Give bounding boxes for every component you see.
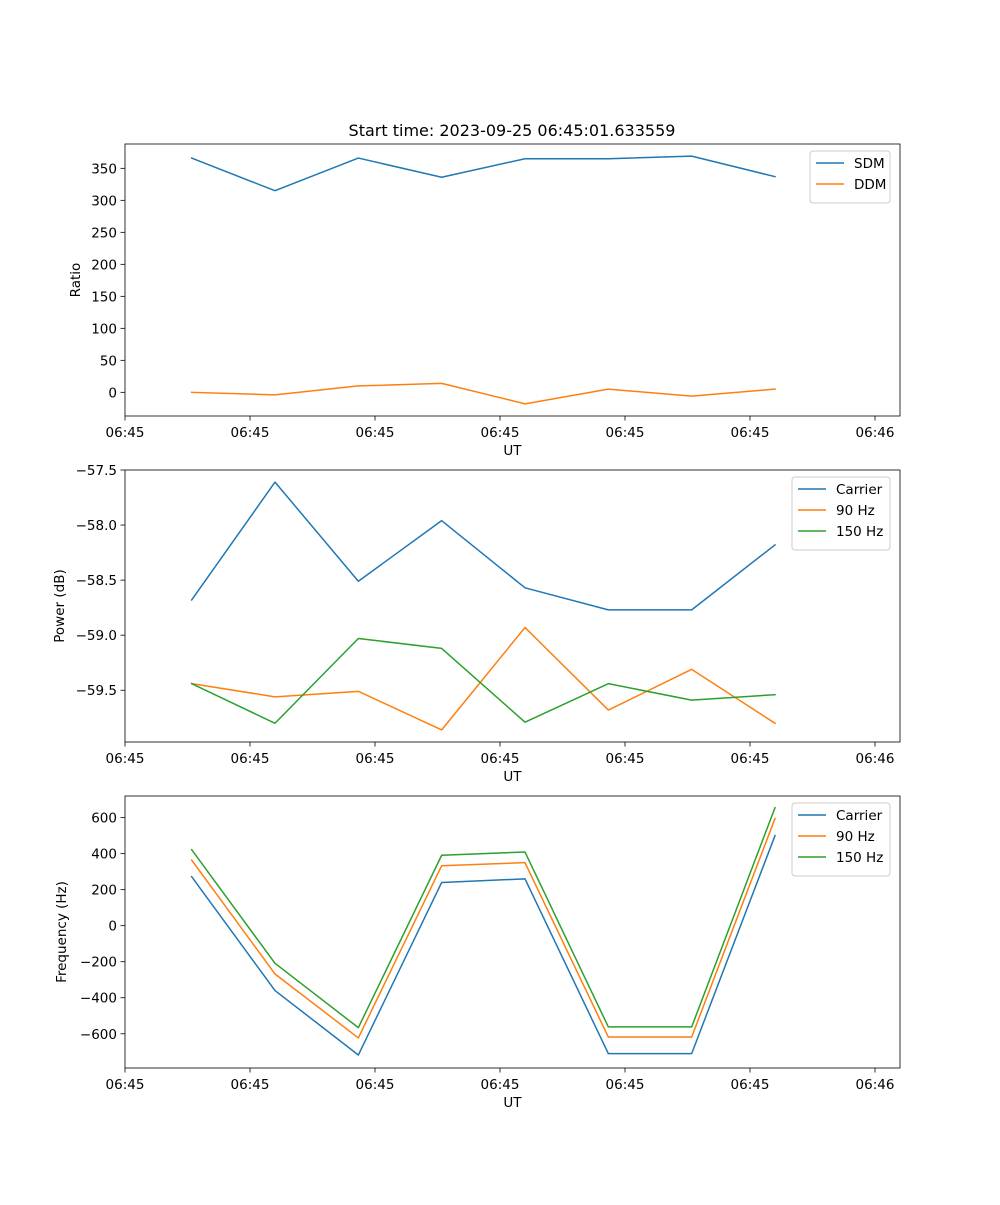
plot-panel-3: 06:45 06:45 06:45 06:45 06:45 06:45 06:46 −600 −… [54, 795, 901, 1111]
legend-label-150-hz: 150 Hz [836, 524, 883, 540]
y-tick-label: 300 [91, 193, 117, 209]
x-tick-label: 06:45 [231, 425, 270, 441]
x-tick-label: 06:45 [356, 751, 395, 767]
chart-title: Start time: 2023-09-25 06:45:01.633559 [349, 121, 676, 140]
axes-frame [124, 795, 901, 1069]
legend-label-carrier: Carrier [836, 482, 883, 498]
y-tick-label: −600 [80, 1027, 117, 1043]
x-axis-label: UT [503, 443, 522, 459]
series-line-sdm [190, 155, 776, 192]
y-tick-label: 200 [91, 257, 117, 273]
x-tick-label: 06:45 [731, 1077, 770, 1093]
series-line-90-hz [190, 817, 776, 1039]
y-tick-label: 50 [100, 353, 117, 369]
x-tick-label: 06:45 [481, 751, 520, 767]
y-tick-label: 100 [91, 321, 117, 337]
y-tick-label: −59.5 [76, 683, 117, 699]
y-tick-label: −57.5 [76, 463, 117, 479]
legend: Carrier 90 Hz 150 Hz [791, 476, 891, 551]
y-tick-label: 0 [108, 385, 117, 401]
x-tick-label: 06:45 [481, 1077, 520, 1093]
series-line-150-hz [190, 806, 776, 1029]
x-tick-label: 06:45 [731, 751, 770, 767]
plot-panel-1: 06:45 06:45 06:45 06:45 06:45 06:45 06:46 0 50 10… [68, 143, 901, 459]
x-tick-label: 06:45 [481, 425, 520, 441]
y-tick-label: 400 [91, 847, 117, 863]
y-axis-label: Frequency (Hz) [54, 881, 70, 983]
y-axis-label: Ratio [68, 263, 84, 298]
series-line-ddm [190, 382, 776, 405]
series-line-150-hz [190, 637, 776, 725]
series-line-carrier [190, 834, 776, 1056]
legend-label-sdm: SDM [854, 156, 885, 172]
y-tick-label: −58.5 [76, 573, 117, 589]
legend-label-90-hz: 90 Hz [836, 829, 875, 845]
y-tick-label: 600 [91, 811, 117, 827]
series-line-90-hz [190, 626, 777, 731]
y-tick-label: 200 [91, 883, 117, 899]
legend-label-90-hz: 90 Hz [836, 503, 875, 519]
x-axis-label: UT [503, 1095, 522, 1111]
legend-label-ddm: DDM [854, 177, 886, 193]
y-tick-label: 250 [91, 225, 117, 241]
x-tick-label: 06:45 [606, 1077, 645, 1093]
x-tick-label: 06:45 [106, 425, 145, 441]
y-tick-label: 0 [108, 919, 117, 935]
x-tick-label: 06:45 [356, 1077, 395, 1093]
legend-box [809, 150, 891, 204]
x-tick-label: 06:45 [106, 1077, 145, 1093]
legend-label-carrier: Carrier [836, 808, 883, 824]
legend-label-150-hz: 150 Hz [836, 850, 883, 866]
x-tick-label: 06:45 [231, 1077, 270, 1093]
y-tick-label: −400 [80, 991, 117, 1007]
y-tick-label: 150 [91, 289, 117, 305]
y-tick-label: 350 [91, 161, 117, 177]
axes-frame [124, 469, 901, 743]
legend: Carrier 90 Hz 150 Hz [791, 802, 891, 877]
y-tick-label: −200 [80, 955, 117, 971]
x-tick-label: 06:46 [856, 1077, 895, 1093]
axes-frame [124, 143, 901, 417]
series-line-carrier [190, 481, 777, 611]
legend: SDM DDM [809, 150, 891, 204]
x-tick-label: 06:45 [606, 751, 645, 767]
x-tick-label: 06:45 [606, 425, 645, 441]
x-tick-label: 06:46 [856, 751, 895, 767]
x-axis-label: UT [503, 769, 522, 785]
x-tick-label: 06:45 [106, 751, 145, 767]
y-axis-label: Power (dB) [52, 569, 68, 642]
y-tick-label: −58.0 [76, 518, 117, 534]
x-tick-label: 06:45 [356, 425, 395, 441]
plot-panel-2: 06:45 06:45 06:45 06:45 06:45 06:45 06:46 −59.5… [52, 463, 901, 785]
x-tick-label: 06:46 [856, 425, 895, 441]
x-tick-label: 06:45 [231, 751, 270, 767]
y-tick-label: −59.0 [76, 628, 117, 644]
x-tick-label: 06:45 [731, 425, 770, 441]
